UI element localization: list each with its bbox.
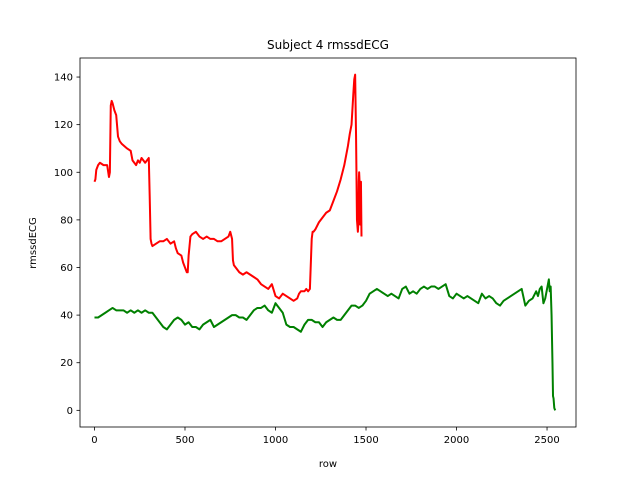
- y-tick-label: 80: [60, 215, 73, 226]
- y-tick-label: 20: [60, 358, 73, 369]
- x-tick-label: 0: [91, 435, 97, 446]
- y-tick-label: 40: [60, 311, 73, 322]
- y-tick-label: 0: [67, 406, 73, 417]
- chart-title: Subject 4 rmssdECG: [267, 38, 389, 52]
- plot-area: [93, 73, 557, 411]
- plot-frame: [79, 57, 577, 428]
- y-tick-label: 60: [60, 263, 73, 274]
- y-axis-label: rmssdECG: [28, 217, 39, 269]
- x-tick-label: 2500: [534, 435, 559, 446]
- series-line-red: [93, 73, 363, 302]
- x-axis: 0 500 1000 1500 2000 2500: [91, 427, 560, 446]
- y-tick-label: 100: [54, 168, 73, 179]
- x-tick-label: 1500: [353, 435, 378, 446]
- y-tick-label: 120: [54, 120, 73, 131]
- x-tick-label: 2000: [444, 435, 469, 446]
- y-axis: 0 20 40 60 80 100 120 140: [54, 73, 80, 417]
- x-axis-label: row: [319, 459, 337, 470]
- x-tick-label: 500: [175, 435, 194, 446]
- x-tick-label: 1000: [263, 435, 288, 446]
- series-line-green: [94, 278, 557, 411]
- y-tick-label: 140: [54, 73, 73, 84]
